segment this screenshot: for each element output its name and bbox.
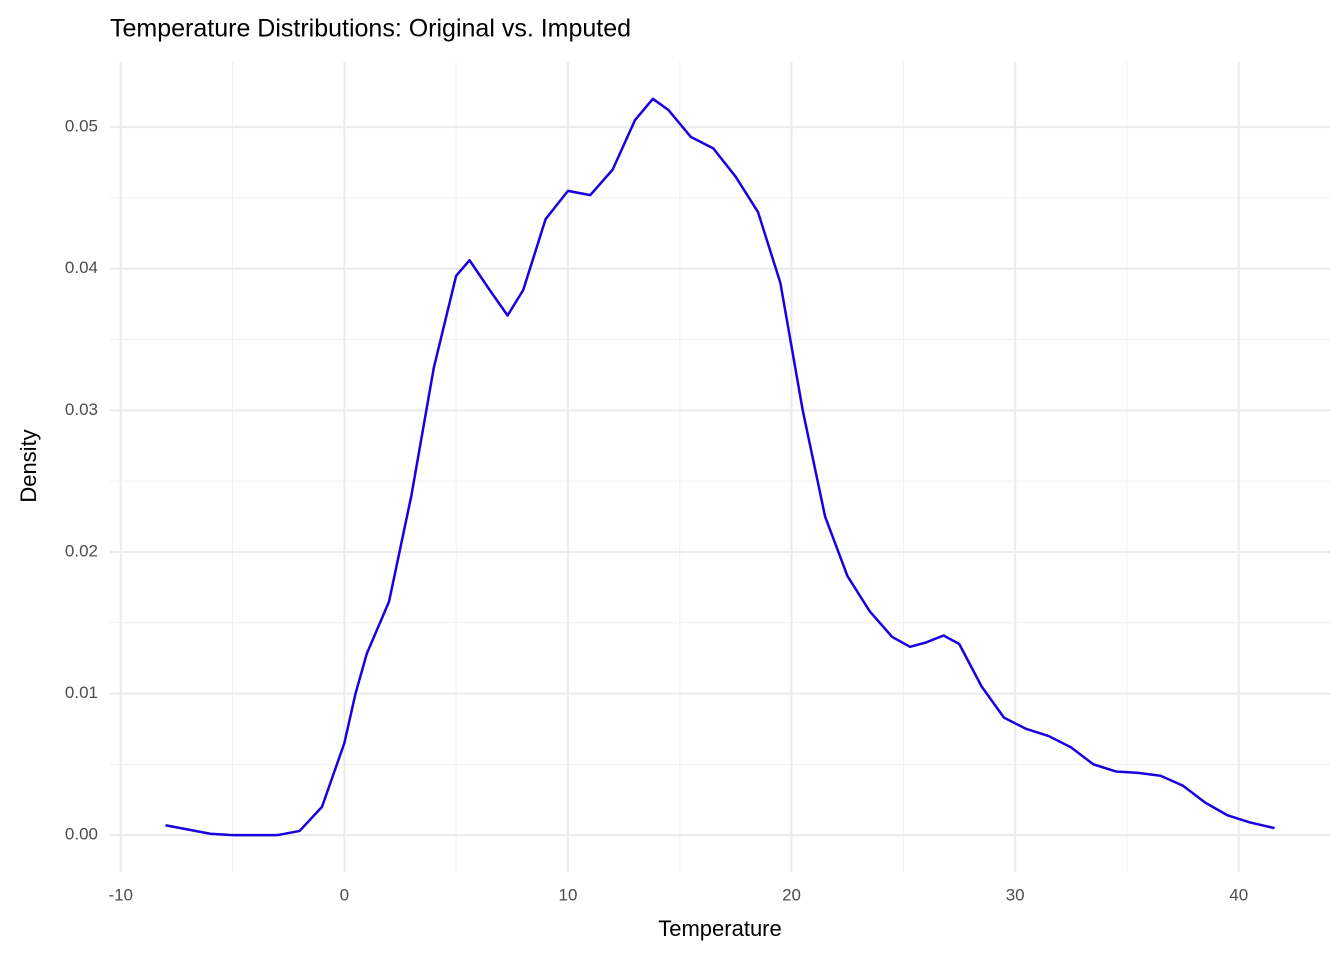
- y-tick-label: 0.04: [65, 258, 98, 277]
- x-tick-label: 10: [558, 885, 577, 904]
- y-tick-label: 0.05: [65, 117, 98, 136]
- x-axis-title: Temperature: [658, 916, 782, 941]
- x-tick-label: 40: [1229, 885, 1248, 904]
- density-line: [165, 97, 1275, 837]
- x-tick-label: -10: [108, 885, 133, 904]
- y-tick-label: 0.00: [65, 825, 98, 844]
- y-tick-label: 0.02: [65, 541, 98, 560]
- y-tick-label: 0.03: [65, 400, 98, 419]
- y-axis-title: Density: [16, 429, 41, 502]
- chart-title: Temperature Distributions: Original vs. …: [110, 15, 631, 43]
- x-tick-label: 30: [1006, 885, 1025, 904]
- x-tick-label: 20: [782, 885, 801, 904]
- y-tick-label: 0.01: [65, 683, 98, 702]
- x-tick-label: 0: [340, 885, 349, 904]
